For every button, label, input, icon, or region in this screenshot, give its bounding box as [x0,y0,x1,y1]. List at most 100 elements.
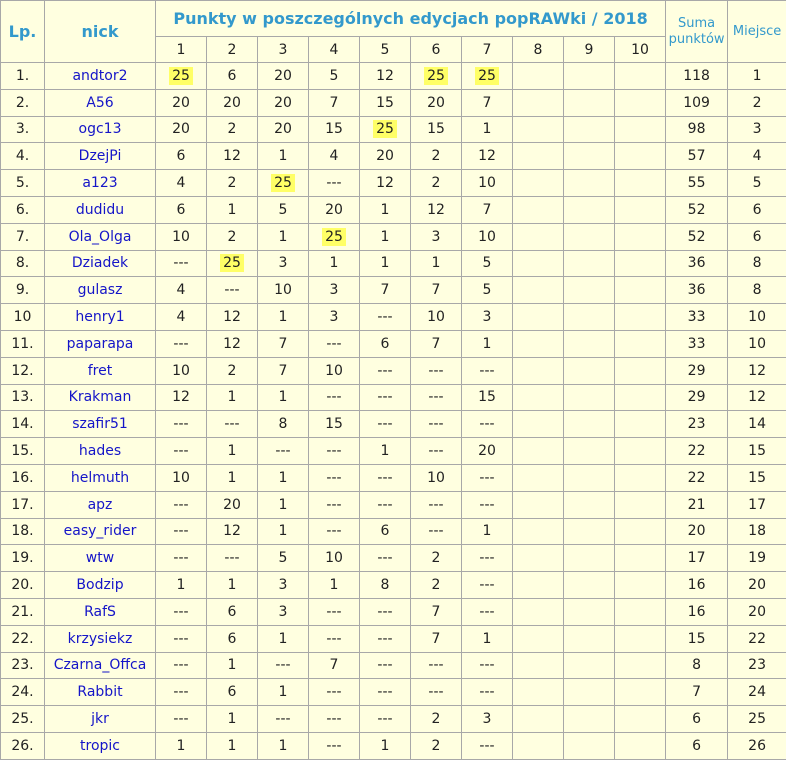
points-cell: --- [461,356,513,385]
points-value: 25 [220,254,244,273]
points-value: 20 [274,94,292,111]
points-cell: 20 [206,490,258,519]
header-edition: 9 [563,36,615,63]
lp-cell: 12. [0,356,45,385]
nick-cell: DzejPi [44,142,156,171]
points-cell [512,705,564,733]
place-cell: 19 [727,544,786,573]
points-cell: --- [155,651,207,680]
points-cell [512,651,564,680]
points-value: --- [377,603,393,620]
table-row: 20. Bodzip 1 1 3 1 8 2 --- 16 20 [0,571,786,599]
table-row: 12. fret 10 2 7 10 --- --- --- 29 12 [0,356,786,385]
points-cell [512,517,564,546]
points-value: --- [173,523,189,540]
nick-cell: dudidu [44,195,156,224]
header-edition: 6 [410,36,462,63]
points-cell: --- [155,249,207,278]
points-cell: 1 [257,624,309,653]
points-cell: 3 [461,705,513,733]
points-cell [512,249,564,278]
points-cell: --- [461,490,513,519]
points-value: 1 [278,496,288,513]
points-cell: --- [359,678,411,707]
points-cell: --- [359,624,411,653]
points-cell [563,731,615,761]
points-cell: 12 [206,329,258,358]
points-cell [512,195,564,224]
points-cell: 1 [461,115,513,144]
points-cell: 3 [461,303,513,331]
points-value: 7 [329,94,339,111]
points-cell [563,249,615,278]
points-cell: --- [359,463,411,492]
points-cell: --- [461,571,513,599]
points-cell: --- [359,544,411,573]
points-value: 7 [278,335,288,352]
place-cell: 8 [727,276,786,305]
points-cell: 7 [410,597,462,626]
sum-cell: 33 [665,303,729,331]
points-cell: 6 [359,329,411,358]
points-value: --- [479,416,495,433]
points-value: --- [428,523,444,540]
points-cell: 10 [410,303,462,331]
header-edition: 2 [206,36,258,63]
points-cell: --- [359,303,411,331]
points-cell: --- [461,597,513,626]
points-cell: --- [308,597,360,626]
points-cell [613,517,667,546]
points-value: 3 [278,255,288,272]
points-cell: 1 [155,731,207,761]
place-cell: 10 [727,329,786,358]
points-cell: 7 [410,329,462,358]
points-value: 1 [278,469,288,486]
points-value: --- [173,416,189,433]
points-cell: --- [308,678,360,707]
points-cell [563,597,615,626]
points-cell [512,142,564,171]
points-cell [512,731,564,761]
points-cell: --- [155,437,207,465]
points-cell: 25 [206,249,258,278]
points-value: --- [377,496,393,513]
points-cell: --- [308,463,360,492]
points-cell: 3 [257,571,309,599]
points-value: --- [428,657,444,674]
points-value: --- [377,469,393,486]
points-cell [563,624,615,653]
sum-cell: 21 [665,490,729,519]
points-cell: 1 [155,571,207,599]
table-row: 24. Rabbit --- 6 1 --- --- --- --- 7 24 [0,678,786,707]
points-value: --- [326,603,342,620]
points-value: 6 [380,335,390,352]
points-cell: --- [359,597,411,626]
points-cell: 4 [155,169,207,197]
points-value: 12 [172,389,190,406]
points-cell: --- [308,731,360,761]
points-cell [512,88,564,117]
points-cell: 2 [410,571,462,599]
sum-cell: 29 [665,383,729,412]
points-cell [613,624,667,653]
points-cell [512,356,564,385]
lp-cell: 6. [0,195,45,224]
points-cell: 6 [206,624,258,653]
table-row: 18. easy_rider --- 12 1 --- 6 --- 1 20 18 [0,517,786,546]
sum-cell: 52 [665,195,729,224]
points-value: --- [173,255,189,272]
points-value: --- [479,737,495,754]
nick-cell: Ola_Olga [44,222,156,251]
sum-cell: 109 [665,88,729,117]
points-cell: 2 [410,169,462,197]
points-value: 1 [227,577,237,594]
points-value: --- [326,443,342,460]
points-cell [512,115,564,144]
nick-cell: andtor2 [44,62,156,90]
points-value: 25 [373,120,397,139]
points-value: 7 [482,201,492,218]
nick-cell: fret [44,356,156,385]
place-cell: 5 [727,169,786,197]
points-value: 1 [482,121,492,138]
points-value: 1 [227,201,237,218]
